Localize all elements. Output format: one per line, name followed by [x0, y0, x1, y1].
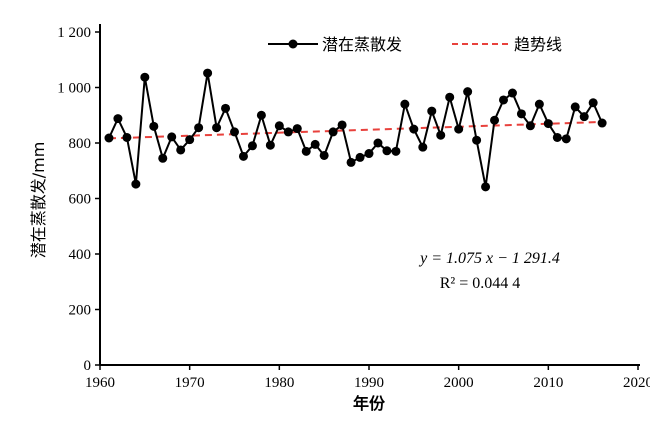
data-point — [113, 114, 123, 124]
legend-series-marker — [288, 39, 298, 49]
data-point — [382, 146, 392, 156]
data-point — [283, 127, 293, 137]
data-point — [256, 110, 266, 120]
data-point — [490, 115, 500, 125]
y-tick-label: 1 200 — [57, 25, 91, 41]
data-point — [552, 132, 562, 142]
data-point — [499, 95, 508, 105]
data-point — [391, 146, 401, 156]
data-point — [158, 153, 168, 163]
data-point — [337, 120, 347, 130]
x-tick-label: 2020 — [623, 375, 650, 391]
y-tick-label: 800 — [69, 136, 92, 152]
legend-trend-label: 趋势线 — [514, 35, 562, 54]
legend: 潜在蒸散发 趋势线 — [268, 35, 562, 54]
data-point — [525, 121, 535, 131]
data-point — [265, 140, 275, 150]
data-point — [238, 151, 248, 161]
x-axis-label: 年份 — [353, 394, 386, 413]
data-point — [212, 123, 222, 133]
data-point — [454, 124, 464, 134]
data-point — [319, 150, 329, 160]
r2-annotation: R² = 0.044 4 — [440, 275, 521, 292]
data-point — [355, 152, 365, 162]
data-point — [481, 182, 491, 192]
x-tick-label: 1980 — [264, 375, 294, 391]
data-point — [230, 127, 239, 137]
x-tick-label: 1990 — [354, 375, 384, 391]
data-point — [543, 119, 553, 129]
data-point — [561, 134, 571, 144]
y-tick-label: 200 — [69, 303, 92, 319]
data-point — [131, 179, 141, 189]
data-point — [221, 103, 231, 113]
data-point — [176, 145, 186, 155]
y-tick-label: 600 — [69, 192, 92, 208]
y-axis-label: 潜在蒸散发/mm — [29, 142, 48, 259]
data-point — [203, 68, 213, 78]
data-point — [122, 132, 132, 142]
y-tick-label: 1 000 — [57, 81, 91, 97]
data-point — [328, 127, 338, 137]
data-point — [436, 130, 446, 140]
data-point — [149, 121, 159, 131]
trend-line — [108, 120, 603, 140]
data-point — [427, 106, 437, 116]
x-tick-label: 2000 — [444, 375, 474, 391]
x-tick-label: 1970 — [175, 375, 205, 391]
data-point — [507, 88, 517, 98]
data-point — [588, 98, 598, 108]
data-point — [445, 92, 455, 102]
data-point — [516, 109, 526, 119]
legend-series-label: 潜在蒸散发 — [322, 35, 402, 54]
data-point — [364, 149, 374, 159]
data-point — [104, 133, 114, 143]
data-point — [247, 141, 257, 151]
x-tick-label: 2010 — [533, 375, 563, 391]
data-point — [167, 132, 177, 142]
data-point — [346, 157, 356, 167]
data-point — [140, 72, 150, 82]
data-point — [579, 112, 589, 122]
data-point — [472, 135, 482, 145]
x-tick-label: 1960 — [85, 375, 115, 391]
data-point — [597, 118, 607, 128]
y-tick-label: 400 — [69, 247, 92, 263]
data-point — [194, 123, 204, 133]
data-point — [310, 139, 320, 149]
data-point — [418, 142, 428, 152]
data-point — [463, 87, 473, 97]
data-point — [534, 99, 544, 109]
data-point — [301, 146, 311, 156]
data-point — [274, 121, 284, 131]
data-point — [570, 102, 580, 112]
data-point — [409, 124, 419, 134]
equation-annotation: y = 1.075 x − 1 291.4 — [418, 250, 560, 267]
y-tick-label: 0 — [84, 358, 92, 374]
data-point — [185, 135, 195, 145]
data-point — [292, 124, 302, 134]
data-point — [373, 138, 383, 148]
data-point — [400, 99, 410, 109]
